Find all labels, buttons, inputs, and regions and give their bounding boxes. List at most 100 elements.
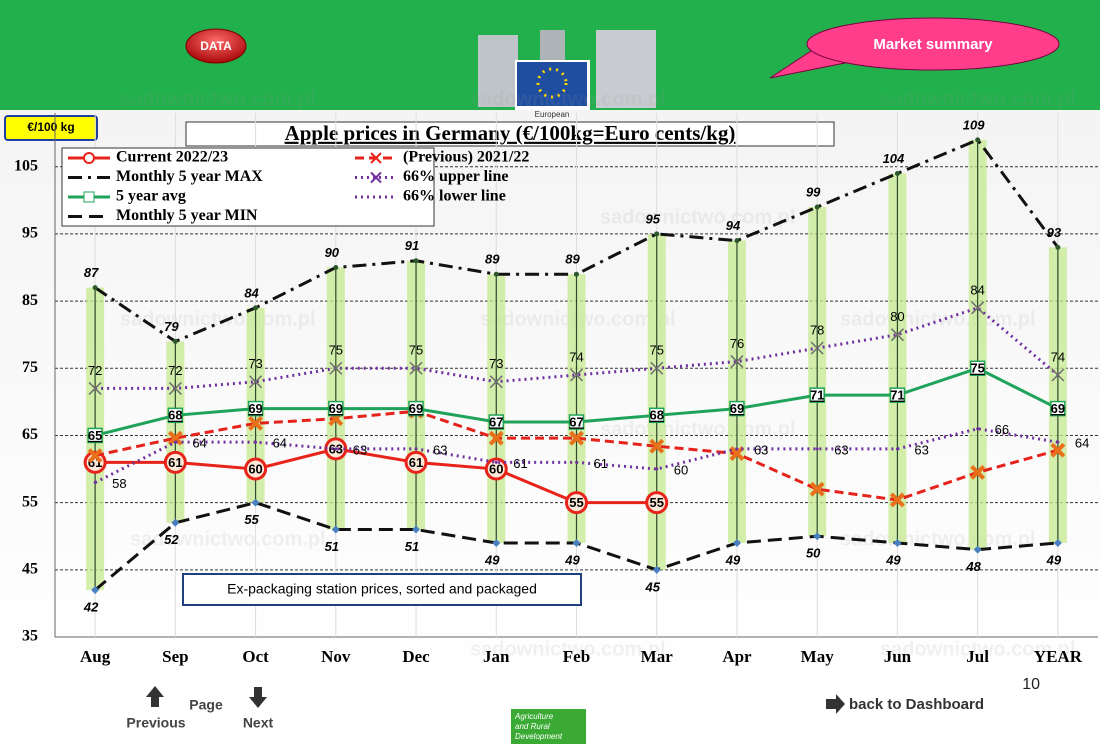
data-label: 69 [409, 401, 423, 416]
marker [813, 532, 822, 541]
y-tick-label: 45 [22, 560, 38, 577]
marker [92, 285, 98, 291]
y-tick-label: 105 [14, 157, 38, 174]
data-label: 49 [484, 552, 500, 567]
x-tick-label: Jul [966, 647, 989, 666]
marker [167, 430, 183, 446]
data-label: 104 [883, 151, 905, 166]
data-label: 72 [88, 363, 102, 378]
series: 42 52 55 51 51 49 49 45 49 50 49 48 49 [83, 498, 1062, 614]
y-tick-label: 65 [22, 426, 38, 443]
marker [1055, 244, 1061, 250]
marker [973, 545, 982, 554]
legend-label: 66% lower line [403, 188, 506, 205]
marker [971, 301, 985, 315]
marker [814, 204, 820, 210]
page-label: Page [189, 697, 223, 713]
marker [732, 538, 741, 547]
data-label: 75 [649, 343, 663, 358]
marker [244, 457, 268, 481]
data-label: 63 [834, 442, 848, 457]
marker [893, 538, 902, 547]
marker [895, 447, 899, 451]
legend-label: Monthly 5 year MAX [116, 168, 263, 185]
x-tick-label: Oct [242, 647, 269, 666]
marker [488, 430, 504, 446]
y-tick-label: 85 [22, 292, 38, 309]
data-label: 69 [329, 401, 343, 416]
x-tick-label: Apr [722, 647, 752, 666]
y-tick-label: 55 [22, 493, 38, 510]
data-label: 63 [433, 442, 447, 457]
data-label: 84 [970, 282, 984, 297]
marker [572, 538, 581, 547]
page-number: 10 [1022, 676, 1040, 693]
y-axis-label: €/100 kg [27, 120, 74, 134]
marker [969, 360, 986, 377]
data-label: 93 [1047, 225, 1062, 240]
y-tick-label: 35 [22, 628, 38, 645]
dashboard-link[interactable]: back to Dashboard [849, 696, 984, 713]
data-label: 49 [564, 552, 580, 567]
dg-label: and Rural [515, 722, 550, 731]
legend-label: (Previous) 2021/22 [403, 149, 529, 166]
data-label: 71 [890, 388, 904, 403]
marker [894, 170, 900, 176]
data-label: 64 [273, 436, 287, 451]
y-tick-label: 75 [22, 359, 38, 376]
data-label: 75 [970, 361, 984, 376]
marker [815, 447, 819, 451]
data-label: 63 [914, 442, 928, 457]
series: 61 61 60 63 61 60 55 55 [83, 437, 669, 515]
marker [648, 407, 665, 424]
marker [655, 467, 659, 471]
data-label: 64 [192, 436, 206, 451]
callout[interactable] [806, 17, 1060, 71]
marker [1050, 400, 1066, 417]
next-link[interactable]: Next [243, 715, 274, 731]
marker [409, 361, 423, 375]
data-label: 73 [489, 356, 503, 371]
marker [87, 427, 103, 444]
watermark: sadownictwo.com.pl [120, 308, 316, 330]
x-tick-label: YEAR [1034, 647, 1083, 666]
watermark: sadownictwo.com.pl [880, 88, 1076, 110]
marker [652, 565, 661, 574]
data-button-label[interactable]: DATA [200, 39, 232, 53]
data-label: 91 [405, 238, 419, 253]
marker [331, 525, 340, 534]
data-label: 74 [569, 349, 583, 364]
marker [1053, 538, 1062, 547]
data-label: 48 [965, 559, 981, 574]
x-tick-label: Sep [162, 647, 188, 666]
marker [730, 355, 744, 369]
marker [334, 447, 338, 451]
data-label: 51 [325, 539, 339, 554]
marker [650, 361, 664, 375]
marker [329, 361, 343, 375]
data-label: 99 [806, 184, 821, 199]
callout-label[interactable]: Market summary [873, 36, 993, 53]
next-arrow[interactable] [249, 687, 267, 708]
data-label: 79 [164, 319, 179, 334]
series: 65 68 69 69 69 67 67 68 69 71 71 75 69 [87, 360, 1066, 444]
data-label: 42 [83, 599, 99, 614]
legend-marker [83, 152, 95, 164]
watermark: sadownictwo.com.pl [130, 528, 326, 550]
chart-title: Apple prices in Germany (€/100kg=Euro ce… [285, 121, 736, 145]
marker [328, 400, 344, 417]
data-button[interactable] [185, 28, 247, 64]
data-label: 109 [963, 117, 985, 132]
watermark: sadownictwo.com.pl [600, 206, 796, 228]
data-label: 68 [168, 408, 182, 423]
marker [1051, 368, 1065, 382]
x-tick-label: Nov [321, 647, 351, 666]
legend-label: Monthly 5 year MIN [116, 207, 258, 224]
marker [88, 381, 102, 395]
previous-link[interactable]: Previous [126, 715, 185, 731]
marker [1056, 440, 1060, 444]
previous-arrow[interactable] [146, 686, 164, 707]
dashboard-arrow[interactable] [826, 694, 845, 714]
data-label: 72 [168, 363, 182, 378]
marker [889, 387, 906, 403]
